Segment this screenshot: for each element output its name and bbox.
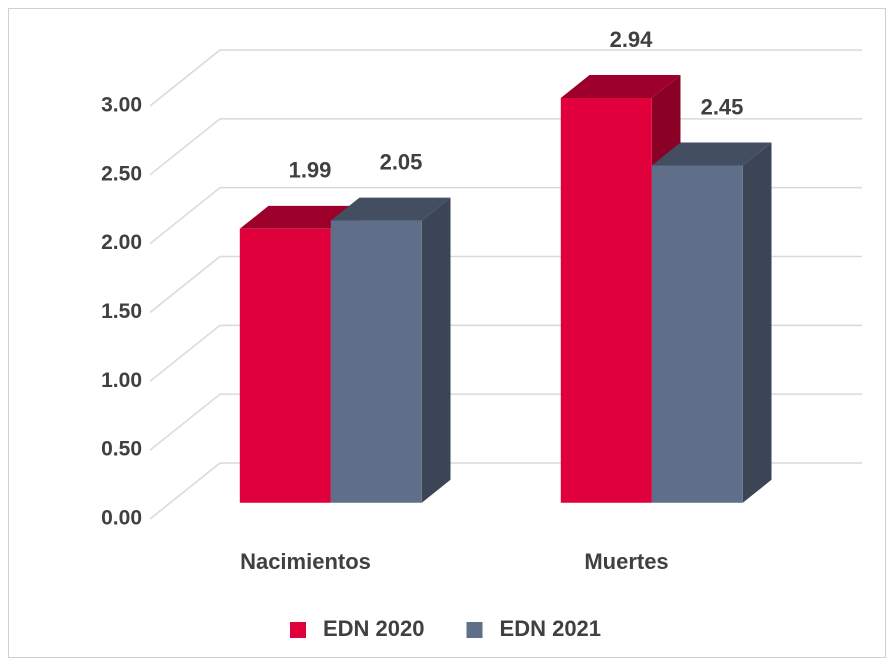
grid-line	[149, 393, 221, 451]
bar-top	[560, 75, 681, 99]
legend-label: EDN 2020	[323, 616, 425, 641]
grid-line	[149, 462, 221, 520]
bar-top	[651, 142, 772, 166]
bar	[651, 165, 743, 503]
x-tick-label: Nacimientos	[240, 549, 371, 574]
grid-line	[149, 324, 221, 382]
legend-swatch	[290, 622, 306, 638]
bar-top	[239, 205, 360, 229]
y-tick-label: 2.50	[101, 162, 142, 185]
value-label: 2.05	[380, 149, 423, 174]
value-label: 2.94	[610, 27, 654, 52]
y-tick-label: 3.00	[101, 94, 142, 117]
grid-line	[149, 49, 221, 107]
value-label: 2.45	[701, 94, 744, 119]
grid-line	[149, 255, 221, 314]
bar-top	[330, 197, 451, 221]
bar	[560, 98, 652, 503]
y-tick-label: 0.50	[101, 438, 142, 461]
grid-line	[149, 187, 221, 245]
grid-line	[149, 118, 221, 176]
value-label: 1.99	[289, 158, 332, 183]
bar-side	[421, 197, 451, 503]
x-tick-label: Muertes	[584, 549, 668, 574]
legend-label: EDN 2021	[500, 616, 602, 641]
bar	[239, 228, 331, 503]
bar	[330, 220, 422, 503]
bar-side	[742, 142, 772, 503]
y-tick-label: 1.50	[101, 300, 142, 323]
y-tick-label: 2.00	[101, 231, 142, 254]
y-tick-label: 1.00	[101, 369, 142, 392]
y-tick-label: 0.00	[101, 507, 142, 530]
legend-swatch	[466, 622, 483, 638]
